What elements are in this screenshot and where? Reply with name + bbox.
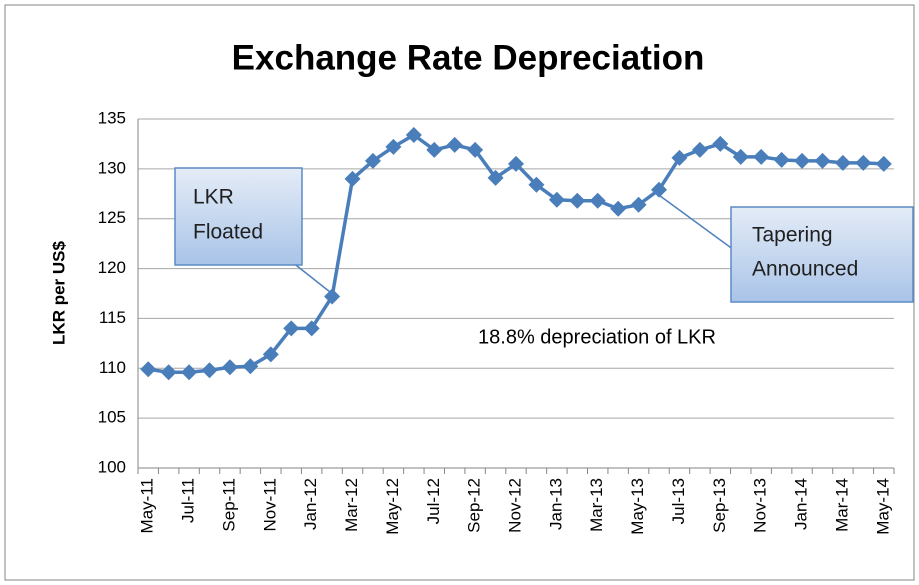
marker (364, 152, 381, 169)
marker (467, 141, 484, 158)
marker (528, 176, 545, 193)
y-axis-label: LKR per US$ (49, 241, 68, 345)
marker (324, 288, 341, 305)
marker (875, 155, 892, 172)
x-tick-label: May-13 (628, 478, 647, 535)
y-tick-label: 135 (98, 108, 126, 127)
marker (814, 152, 831, 169)
y-tick-label: 100 (98, 457, 126, 476)
marker (221, 359, 238, 376)
marker (303, 320, 320, 337)
marker (283, 320, 300, 337)
x-tick-label: Nov-13 (751, 478, 770, 533)
marker (753, 148, 770, 165)
marker (855, 154, 872, 171)
marker (651, 181, 668, 198)
chart-title: Exchange Rate Depreciation (232, 38, 705, 77)
marker (242, 358, 259, 375)
callout-text: Announced (752, 258, 858, 281)
y-tick-label: 110 (99, 358, 126, 377)
marker (385, 138, 402, 155)
x-tick-label: Jul-13 (669, 478, 688, 524)
marker (201, 362, 218, 379)
x-tick-label: Mar-12 (342, 478, 361, 532)
callout-box (174, 167, 303, 266)
marker (405, 126, 422, 143)
marker (344, 170, 361, 187)
marker (712, 135, 729, 152)
y-tick-label: 120 (98, 258, 126, 277)
marker (262, 346, 279, 363)
callout-leader (291, 261, 331, 293)
marker (610, 200, 627, 217)
marker (426, 141, 443, 158)
x-tick-label: Jan-14 (792, 478, 811, 530)
x-tick-label: Jan-12 (301, 478, 320, 530)
x-tick-label: Mar-13 (587, 478, 606, 532)
marker (773, 151, 790, 168)
x-tick-label: Nov-11 (260, 478, 279, 532)
marker (160, 364, 177, 381)
marker (794, 152, 811, 169)
marker (834, 154, 851, 171)
marker (548, 191, 565, 208)
x-tick-label: May-11 (138, 478, 157, 533)
annotation: 18.8% depreciation of LKR (478, 326, 716, 348)
y-tick-label: 125 (98, 208, 126, 227)
x-tick-label: May-12 (383, 478, 402, 535)
marker (487, 169, 504, 186)
marker (691, 141, 708, 158)
marker (589, 192, 606, 209)
marker (732, 148, 749, 165)
x-tick-label: Mar-14 (832, 478, 851, 532)
y-tick-label: 115 (99, 308, 126, 327)
x-tick-label: Jul-12 (424, 478, 443, 524)
x-tick-label: Sep-11 (219, 478, 238, 532)
callout-box (730, 206, 914, 303)
callout-leader (651, 189, 735, 251)
marker (508, 155, 524, 172)
x-tick-label: May-14 (873, 478, 892, 535)
x-tick-label: Nov-12 (505, 478, 524, 533)
marker (140, 361, 157, 378)
y-tick-label: 130 (98, 158, 126, 177)
callout-text: LKR (193, 186, 234, 209)
y-tick-label: 105 (98, 408, 126, 427)
x-tick-label: Jan-13 (546, 478, 565, 530)
callout-text: Tapering (752, 224, 833, 247)
marker (446, 136, 463, 153)
x-tick-label: Jul-11 (179, 478, 198, 523)
x-tick-label: Sep-12 (465, 478, 484, 533)
marker (630, 196, 647, 213)
x-tick-label: Sep-13 (710, 478, 729, 533)
marker (671, 149, 688, 166)
callout-text: Floated (193, 221, 263, 244)
marker (569, 192, 586, 209)
marker (181, 364, 198, 381)
